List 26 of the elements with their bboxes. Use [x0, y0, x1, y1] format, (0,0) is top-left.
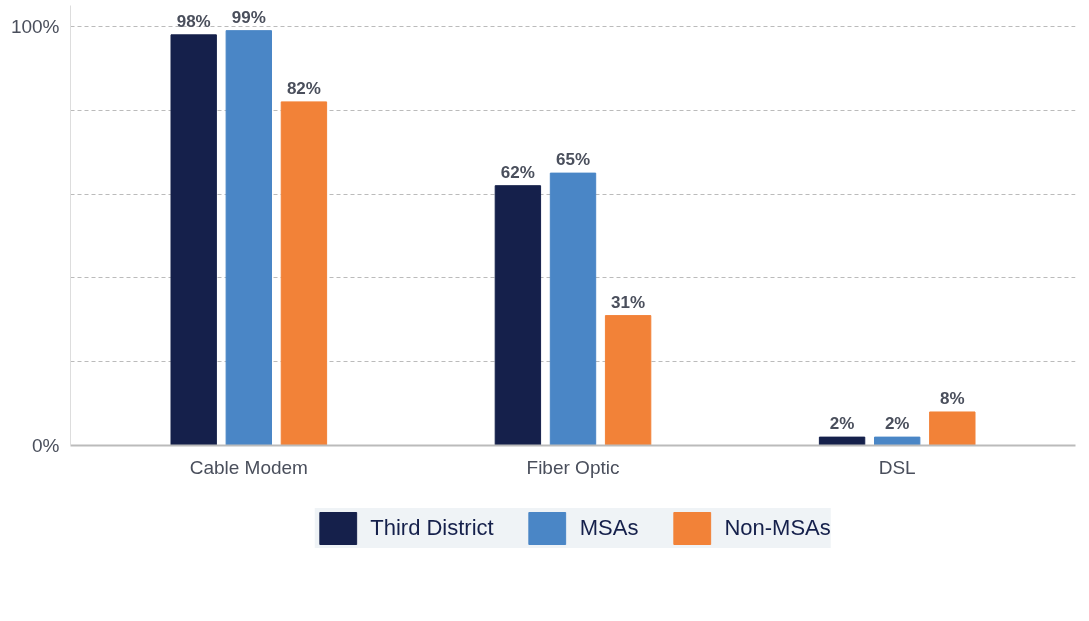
bar [818, 436, 866, 446]
bar [494, 185, 542, 446]
legend-label: Non-MSAs [724, 514, 831, 541]
data-label: 8% [940, 388, 965, 408]
data-label: 2% [829, 414, 855, 434]
bar [929, 411, 976, 446]
y-tick-label: 100% [10, 15, 60, 37]
bar [874, 436, 921, 446]
bar [604, 315, 652, 446]
legend-label: MSAs [579, 514, 639, 541]
data-label: 65% [555, 150, 591, 170]
bar [170, 34, 217, 446]
bar [225, 30, 272, 446]
x-tick-label: Cable Modem [189, 456, 308, 478]
data-label: 62% [500, 162, 535, 182]
data-label: 82% [286, 78, 321, 98]
legend-label: Third District [370, 514, 494, 541]
data-label: 99% [231, 7, 266, 27]
y-tick-label: 0% [32, 435, 60, 456]
x-tick-label: DSL [878, 456, 916, 478]
bar [549, 172, 597, 446]
bar [280, 101, 328, 446]
data-label: 98% [176, 11, 211, 31]
x-tick-label: Fiber Optic [526, 456, 620, 478]
data-label: 31% [611, 292, 646, 312]
data-label: 2% [884, 414, 910, 434]
